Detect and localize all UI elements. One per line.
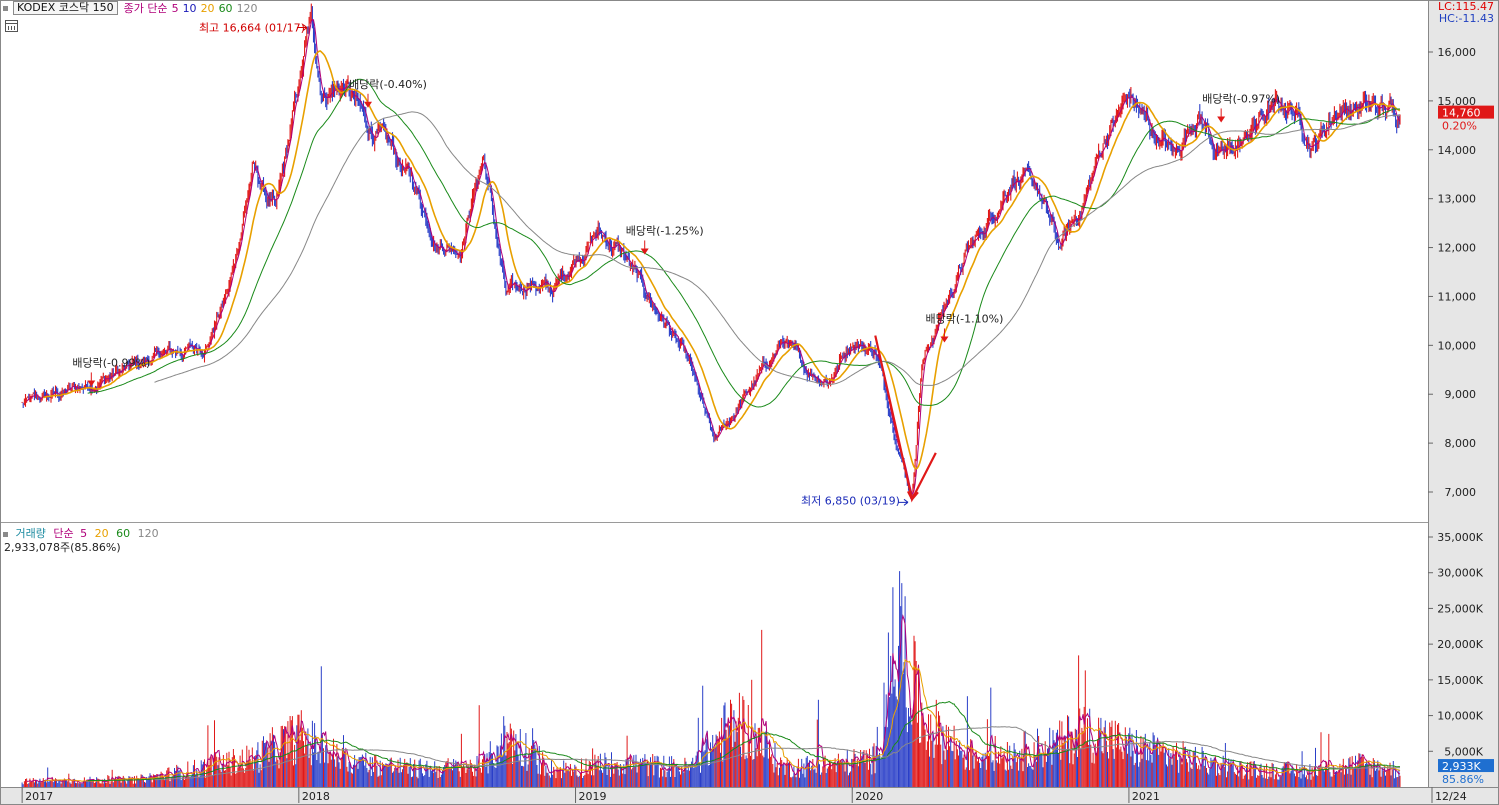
price-tick-label: 14,000	[1438, 144, 1477, 157]
price-tick-label: 10,000	[1438, 339, 1477, 352]
current-price: 14,760	[1442, 107, 1481, 120]
volume-tick-label: 20,000K	[1437, 638, 1483, 651]
ex-dividend-label: 배당락(-0.99%)	[72, 356, 150, 369]
ex-dividend-label: 배당락(-0.97%)	[1202, 92, 1280, 105]
date-tick-label: 2021	[1132, 790, 1160, 803]
ex-dividend-marker	[364, 101, 373, 108]
volume-tick-label: 10,000K	[1437, 710, 1483, 723]
date-tick-label: 2020	[855, 790, 883, 803]
price-tick-label: 9,000	[1445, 388, 1477, 401]
volume-tick-label: 30,000K	[1437, 567, 1483, 580]
current-volume-readout: 2,933,078주(85.86%)	[4, 541, 121, 554]
price-plot	[21, 3, 1401, 500]
ma-period-5: 5	[171, 1, 179, 15]
current-price-tag	[1438, 105, 1494, 119]
ma-period-60: 60	[218, 1, 233, 15]
date-tick-label: 2019	[579, 790, 607, 803]
vol-ma-period-20: 20	[94, 527, 109, 540]
collapse-icon[interactable]	[3, 5, 8, 11]
vol-ma-period-5: 5	[80, 527, 88, 540]
volume-ma-type: 단순	[53, 527, 74, 540]
hc-value: HC:-11.43	[1438, 12, 1494, 25]
volume-tick-label: 5,000K	[1444, 745, 1483, 758]
ma20-line	[43, 50, 1401, 470]
ex-dividend-label: 배당락(-1.10%)	[926, 312, 1004, 325]
price-tick-label: 7,000	[1445, 486, 1477, 499]
volume-indicator-label[interactable]: 거래량	[15, 527, 46, 540]
vol-ma-period-60: 60	[116, 527, 131, 540]
ma120-line	[154, 111, 1401, 386]
price-tick-label: 13,000	[1438, 193, 1477, 206]
high-arrow	[296, 24, 308, 31]
ex-dividend-marker	[940, 336, 949, 343]
lc-hc-readout: LC:115.47 HC:-11.43	[1438, 1, 1494, 25]
date-tick-label: 2018	[302, 790, 330, 803]
ex-dividend-marker	[87, 380, 96, 387]
vol-ma60-line	[87, 701, 1401, 782]
low-label: 최저 6,850 (03/19)	[801, 494, 900, 507]
date-axis: 2017 2018 2019 2020 2021 12/24	[21, 787, 1467, 803]
low-arrow	[897, 498, 909, 506]
ma-period-120: 120	[236, 1, 258, 15]
price-axis: 7,000 8,000 9,000 10,000 11,000 12,000 13,000 1…	[1428, 46, 1494, 499]
price-tick-label: 12,000	[1438, 242, 1477, 255]
current-volume: 2,933K	[1442, 760, 1481, 773]
vol-ma-period-120: 120	[137, 527, 159, 540]
annotations: 최고 16,664 (01/17) 최저 6,850 (03/19) 배당락(-0.…	[72, 22, 1280, 508]
date-tick-label: 12/24	[1435, 790, 1467, 803]
high-label: 최고 16,664 (01/17)	[199, 22, 305, 35]
current-volume-ratio: 85.86%	[1442, 773, 1484, 786]
calendar-icon[interactable]	[5, 20, 18, 32]
volume-legend: 거래량 단순 5 20 60 120	[0, 525, 159, 541]
ma60-line	[87, 78, 1400, 408]
price-tick-label: 11,000	[1438, 290, 1477, 303]
ma-period-20: 20	[200, 1, 215, 15]
volume-tick-label: 35,000K	[1437, 531, 1483, 544]
price-tick-label: 8,000	[1445, 437, 1477, 450]
volume-tick-label: 15,000K	[1437, 674, 1483, 687]
price-tick-label: 16,000	[1438, 46, 1477, 59]
ex-dividend-label: 배당락(-0.40%)	[349, 78, 427, 91]
vol-ma120-line	[154, 726, 1401, 781]
vol-ma5-line	[26, 614, 1401, 784]
ex-dividend-marker	[640, 248, 649, 255]
ex-dividend-marker	[1217, 116, 1226, 123]
lc-value: LC:115.47	[1437, 0, 1494, 13]
ma-period-10: 10	[182, 1, 197, 15]
ex-dividend-label: 배당락(-1.25%)	[626, 224, 704, 237]
volume-axis: 5,000K 10,000K 15,000K 20,000K 25,000K 30,000…	[1428, 531, 1494, 786]
date-tick-label: 2017	[25, 790, 53, 803]
ma5-line	[26, 18, 1401, 495]
volume-tick-label: 25,000K	[1437, 602, 1483, 615]
current-volume-tag	[1438, 759, 1494, 773]
volume-plot	[21, 571, 1401, 787]
current-change: 0.20%	[1442, 120, 1477, 133]
vol-ma20-line	[43, 658, 1401, 782]
instrument-title[interactable]: KODEX 코스닥 150	[13, 1, 118, 15]
price-tick-label: 15,000	[1438, 95, 1477, 108]
price-indicator-label[interactable]: 종가 단순	[123, 2, 168, 15]
price-legend: KODEX 코스닥 150 종가 단순 5 10 20 60 120	[0, 1, 258, 15]
collapse-icon[interactable]	[3, 531, 8, 537]
